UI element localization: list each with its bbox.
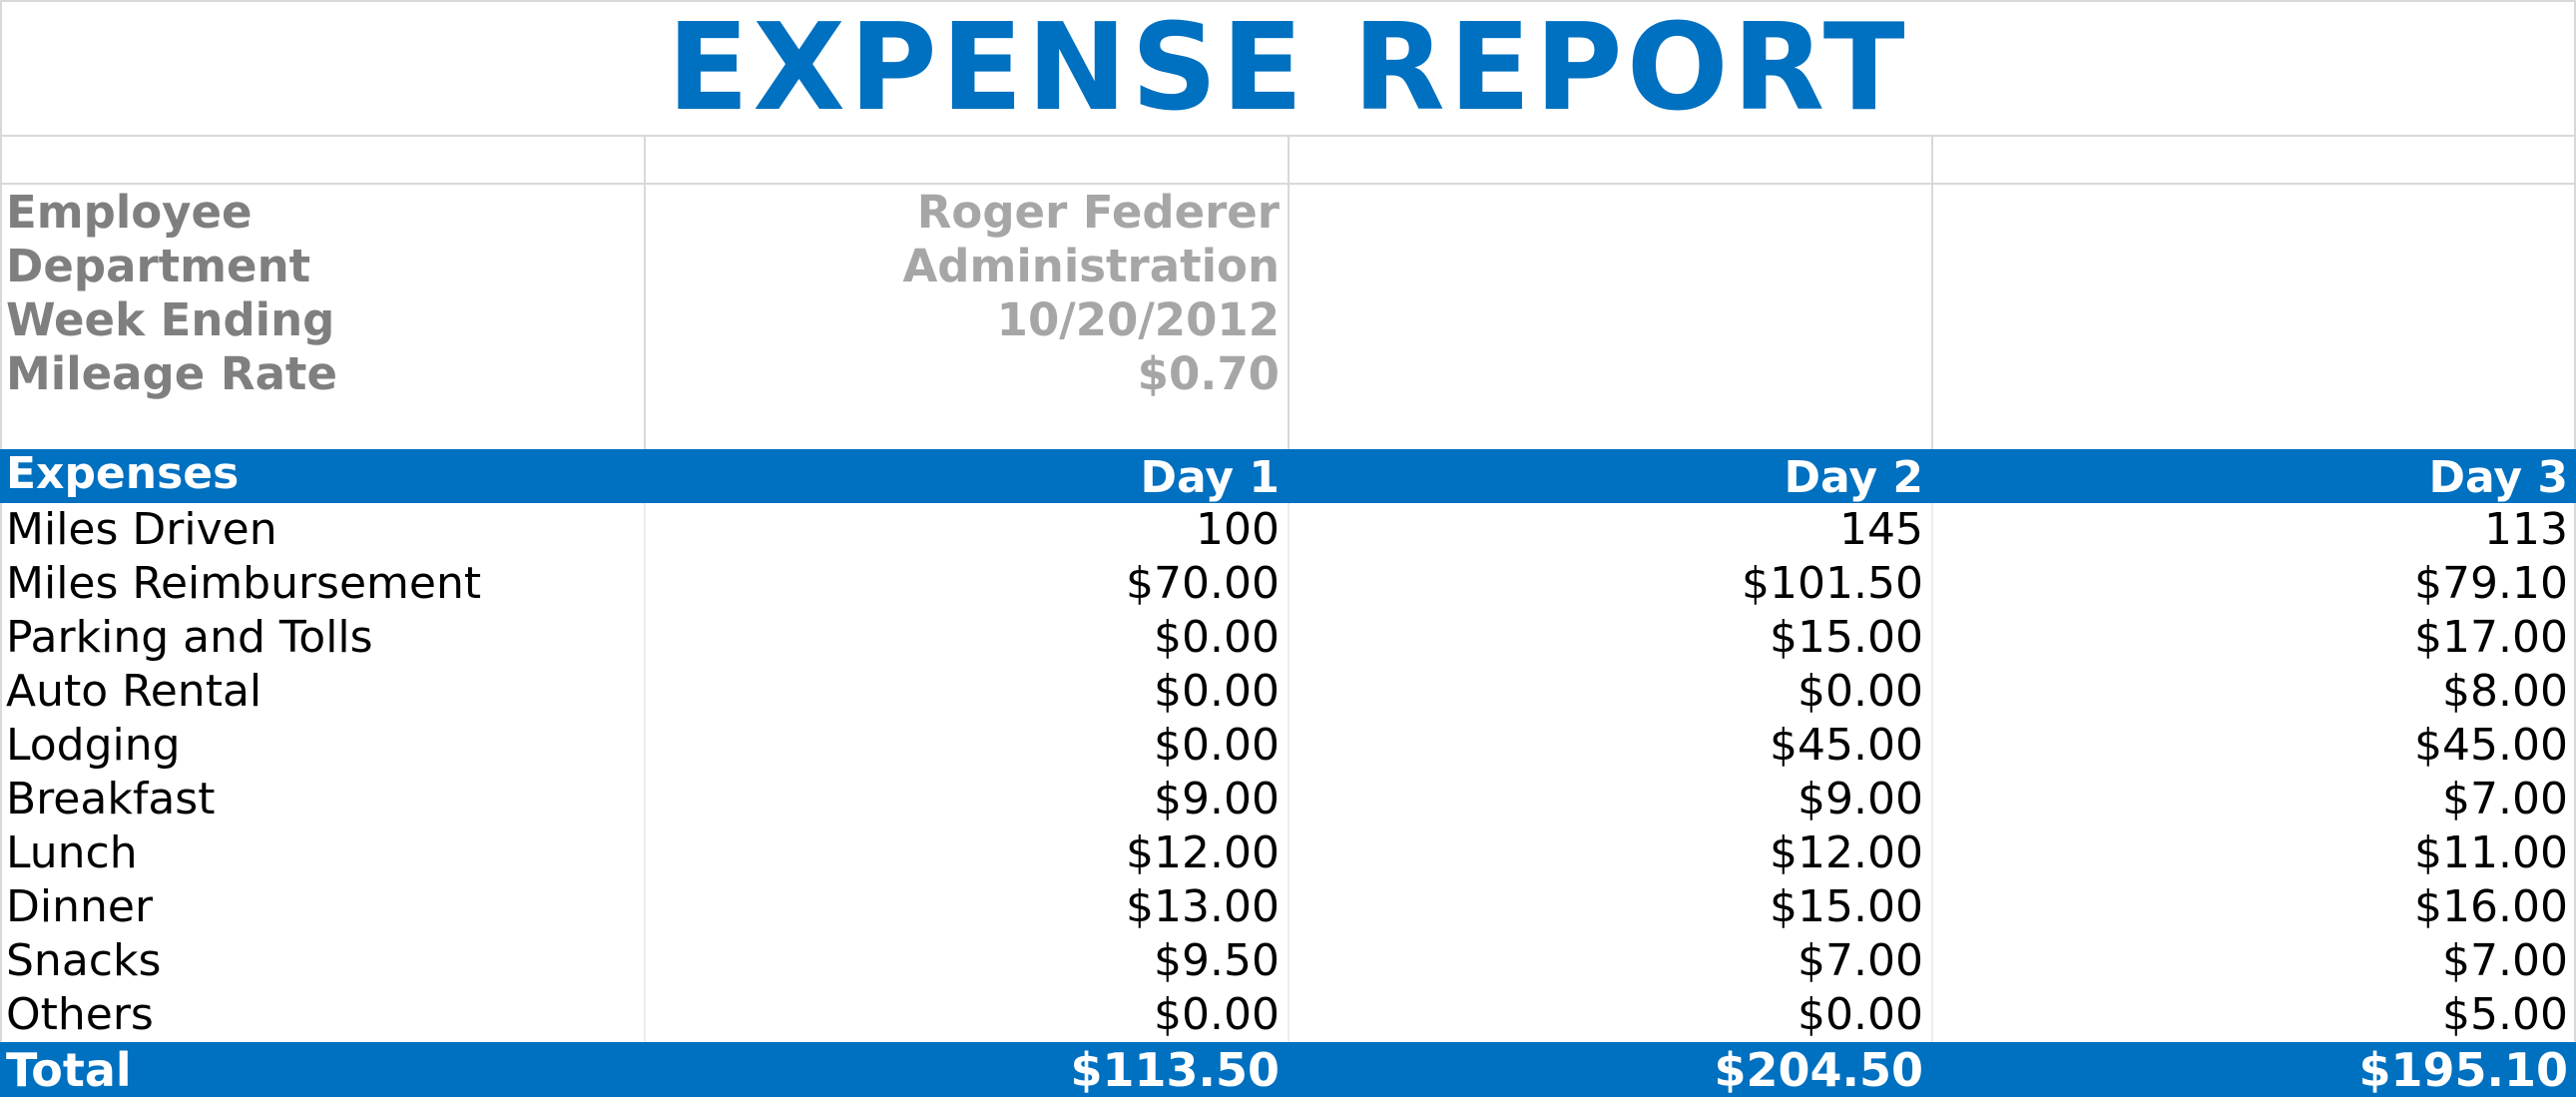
department-value[interactable]: Administration	[902, 240, 1280, 292]
report-title[interactable]: EXPENSE REPORT	[667, 0, 1909, 138]
table-cell[interactable]: $9.00	[1798, 774, 1923, 824]
column-header-day-2[interactable]: Day 2	[1784, 452, 1923, 503]
column-header-day-1[interactable]: Day 1	[1140, 452, 1280, 503]
table-cell[interactable]: $17.00	[2414, 612, 2568, 663]
table-cell[interactable]: $0.00	[1798, 666, 1923, 717]
table-cell[interactable]: $0.00	[1154, 989, 1280, 1040]
mileage-rate-label[interactable]: Mileage Rate	[6, 347, 337, 400]
row-label-breakfast[interactable]: Breakfast	[6, 774, 216, 824]
table-cell[interactable]: $79.10	[2414, 558, 2568, 609]
table-cell[interactable]: $9.00	[1154, 774, 1280, 824]
table-cell[interactable]: $5.00	[2442, 989, 2568, 1040]
total-row-bar	[0, 1042, 2576, 1097]
row-label-others[interactable]: Others	[6, 989, 154, 1040]
table-cell[interactable]: $16.00	[2414, 881, 2568, 932]
table-cell[interactable]: $7.00	[2442, 774, 2568, 824]
total-day-1[interactable]: $113.50	[1070, 1043, 1280, 1097]
column-header-expenses[interactable]: Expenses	[6, 449, 240, 499]
department-label[interactable]: Department	[6, 240, 311, 292]
mileage-rate-value[interactable]: $0.70	[1137, 347, 1280, 400]
employee-label[interactable]: Employee	[6, 186, 253, 239]
table-cell[interactable]: $0.00	[1154, 720, 1280, 771]
table-cell[interactable]: $12.00	[1126, 827, 1280, 878]
grid-line	[1288, 135, 1289, 449]
table-cell[interactable]: $12.00	[1770, 827, 1923, 878]
table-cell[interactable]: $13.00	[1126, 881, 1280, 932]
table-cell[interactable]: $7.00	[2442, 935, 2568, 986]
table-cell[interactable]: $45.00	[1770, 720, 1923, 771]
grid-line	[2574, 0, 2576, 1097]
grid-line	[0, 0, 2, 1097]
total-day-3[interactable]: $195.10	[2358, 1043, 2568, 1097]
grid-line	[644, 135, 646, 449]
row-label-snacks[interactable]: Snacks	[6, 935, 162, 986]
table-cell[interactable]: $8.00	[2442, 666, 2568, 717]
table-cell[interactable]: $0.00	[1154, 612, 1280, 663]
table-cell[interactable]: $9.50	[1154, 935, 1280, 986]
total-day-2[interactable]: $204.50	[1714, 1043, 1923, 1097]
table-cell[interactable]: 113	[2484, 504, 2568, 555]
grid-line	[644, 503, 646, 1042]
grid-line	[1288, 503, 1289, 1042]
table-cell[interactable]: $7.00	[1798, 935, 1923, 986]
table-cell[interactable]: $0.00	[1798, 989, 1923, 1040]
table-cell[interactable]: $15.00	[1770, 612, 1923, 663]
row-label-miles-reimbursement[interactable]: Miles Reimbursement	[6, 558, 482, 609]
employee-value[interactable]: Roger Federer	[916, 186, 1280, 239]
row-label-lodging[interactable]: Lodging	[6, 720, 181, 771]
table-cell[interactable]: $11.00	[2414, 827, 2568, 878]
table-cell[interactable]: $15.00	[1770, 881, 1923, 932]
row-label-miles-driven[interactable]: Miles Driven	[6, 504, 277, 555]
grid-line	[1931, 503, 1933, 1042]
table-cell[interactable]: $101.50	[1742, 558, 1923, 609]
table-cell[interactable]: $70.00	[1126, 558, 1280, 609]
week-ending-label[interactable]: Week Ending	[6, 293, 335, 346]
table-cell[interactable]: $45.00	[2414, 720, 2568, 771]
row-label-dinner[interactable]: Dinner	[6, 881, 154, 932]
row-label-parking-and-tolls[interactable]: Parking and Tolls	[6, 612, 373, 663]
table-cell[interactable]: 145	[1839, 504, 1923, 555]
row-label-lunch[interactable]: Lunch	[6, 827, 138, 878]
row-label-auto-rental[interactable]: Auto Rental	[6, 666, 262, 717]
grid-line	[1931, 135, 1933, 449]
table-cell[interactable]: 100	[1196, 504, 1280, 555]
total-label[interactable]: Total	[6, 1043, 132, 1097]
column-header-day-3[interactable]: Day 3	[2428, 452, 2568, 503]
week-ending-value[interactable]: 10/20/2012	[996, 293, 1280, 346]
grid-line	[0, 0, 2576, 2]
table-header-bar	[0, 449, 2576, 503]
table-cell[interactable]: $0.00	[1154, 666, 1280, 717]
